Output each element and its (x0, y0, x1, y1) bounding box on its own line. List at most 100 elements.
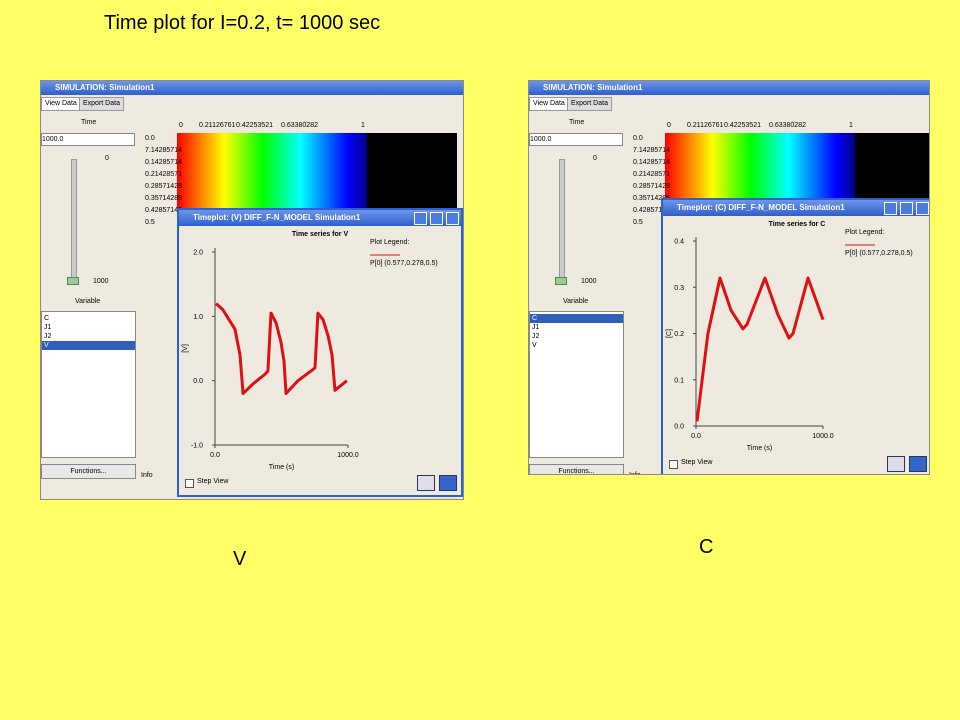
window-button[interactable] (446, 212, 459, 225)
variable-item[interactable]: J1 (532, 324, 540, 331)
tab[interactable]: Export Data (79, 97, 124, 111)
variable-item[interactable]: V (42, 341, 135, 350)
chart-icon-button[interactable] (417, 475, 435, 491)
window-button[interactable] (414, 212, 427, 225)
info-label: Info (141, 472, 153, 479)
colorbar-tick: 0.42253521 (236, 122, 273, 129)
colorbar-tick: 0.21126761 (199, 122, 236, 129)
colorbar-tick: 1 (361, 122, 365, 129)
tab[interactable]: Export Data (567, 97, 612, 111)
row-label: 0.0 (145, 135, 155, 142)
functions-button[interactable]: Functions... (529, 464, 624, 474)
table-icon-button[interactable] (909, 456, 927, 472)
row-label: 0.21428571 (145, 171, 182, 178)
timeplot-window: Timeplot: (C) DIFF_F-N_MODEL Simulation1… (661, 198, 929, 474)
row-label: 0.21428571 (633, 171, 670, 178)
colorbar (177, 133, 367, 213)
chart-title: Time series for V (292, 231, 349, 238)
colorbar-tick: 1 (849, 122, 853, 129)
data-line (695, 276, 825, 422)
x-tick-label: 0.0 (691, 433, 701, 440)
slider-track[interactable] (71, 159, 77, 285)
info-label: Info (629, 472, 641, 474)
simulation-window: SIMULATION: Simulation1 View Data Export D… (40, 80, 464, 500)
variable-list: C J1 J2 V (41, 311, 136, 458)
timeplot-title: Timeplot: (V) DIFF_F-N_MODEL Simulation1 (179, 210, 461, 226)
caption: C (699, 536, 714, 558)
row-label: 7.14285714 (145, 147, 182, 154)
row-label: 7.14285714 (633, 147, 670, 154)
variable-item[interactable]: J2 (44, 333, 52, 340)
colorbar-tick: 0.21126761 (687, 122, 724, 129)
row-label: 0.0 (633, 135, 643, 142)
time-input[interactable]: 1000.0 (41, 133, 135, 146)
variable-item[interactable]: C (44, 315, 50, 322)
slider-thumb[interactable] (555, 277, 567, 285)
tab[interactable]: View Data (41, 97, 81, 111)
row-label: 0.5 (145, 219, 155, 226)
window-title: SIMULATION: Simulation1 (41, 81, 463, 95)
time-label: Time (569, 119, 585, 126)
x-tick-label: 1000.0 (812, 433, 834, 440)
row-label: 0.42857142 (145, 207, 182, 214)
y-tick-label: 0.0 (674, 424, 684, 431)
variable-item[interactable]: V (532, 342, 537, 349)
row-label: 0.14285714 (633, 159, 670, 166)
y-tick-label: 0.2 (674, 331, 684, 338)
y-axis-label: [C] (666, 329, 673, 338)
y-tick-label: -1.0 (191, 443, 203, 450)
slider-max: 1000 (581, 278, 597, 285)
y-tick-label: 0.3 (674, 285, 684, 292)
variable-label: Variable (75, 298, 101, 305)
timeplot-window: Timeplot: (V) DIFF_F-N_MODEL Simulation1… (177, 208, 463, 497)
window-button[interactable] (916, 202, 929, 215)
chart-title: Time series for C (769, 221, 826, 228)
variable-item[interactable]: C (530, 314, 623, 323)
functions-button[interactable]: Functions... (41, 464, 136, 479)
y-tick-label: 0.4 (674, 239, 684, 246)
slider-max: 1000 (93, 278, 109, 285)
row-label: 0.5 (633, 219, 643, 226)
timeplot-chart: Time series for C 0.0 0.1 0.2 0.3 0.4 0.0 1000.… (666, 221, 913, 452)
step-view-checkbox[interactable] (669, 460, 678, 469)
table-icon-button[interactable] (439, 475, 457, 491)
y-tick-label: 2.0 (193, 250, 203, 257)
timeplot-title: Timeplot: (C) DIFF_F-N_MODEL Simulation1 (663, 200, 929, 216)
colorbar-tick: 0.63380282 (281, 122, 318, 129)
y-tick-label: 0.0 (193, 378, 203, 385)
slider-track[interactable] (559, 159, 565, 285)
time-input[interactable]: 1000.0 (529, 133, 623, 146)
window-button[interactable] (900, 202, 913, 215)
step-view-checkbox[interactable] (185, 479, 194, 488)
simulation-window: SIMULATION: Simulation1 View Data Export D… (528, 80, 930, 475)
x-tick-label: 0.0 (210, 452, 220, 459)
window-title: SIMULATION: Simulation1 (529, 81, 929, 95)
step-view-label: Step View (681, 459, 713, 466)
chart-icon-button[interactable] (887, 456, 905, 472)
legend-title: Plot Legend: (370, 239, 409, 246)
tab[interactable]: View Data (529, 97, 569, 111)
timeplot-chart: Time series for V -1.0 0.0 1.0 2.0 0.0 1000.0 T… (182, 231, 438, 471)
slider-min: 0 (593, 155, 597, 162)
colorbar-tick: 0 (179, 122, 183, 129)
row-label: 0.28571428 (145, 183, 182, 190)
window-button[interactable] (430, 212, 443, 225)
step-view-label: Step View (197, 478, 229, 485)
window-button[interactable] (884, 202, 897, 215)
slide-title: Time plot for I=0.2, t= 1000 sec (104, 12, 381, 34)
variable-label: Variable (563, 298, 589, 305)
slider-min: 0 (105, 155, 109, 162)
variable-item[interactable]: J2 (532, 333, 540, 340)
variable-item[interactable]: J1 (44, 324, 52, 331)
row-label: 0.35714285 (633, 195, 670, 202)
slider-thumb[interactable] (67, 277, 79, 285)
x-axis-label: Time (s) (269, 464, 294, 471)
colorbar-tick: 0 (667, 122, 671, 129)
colorbar-tick: 0.63380282 (769, 122, 806, 129)
time-label: Time (81, 119, 97, 126)
x-axis-label: Time (s) (747, 445, 772, 452)
caption: V (233, 548, 247, 570)
y-tick-label: 0.1 (674, 377, 684, 384)
row-label: 0.42857142 (633, 207, 670, 214)
